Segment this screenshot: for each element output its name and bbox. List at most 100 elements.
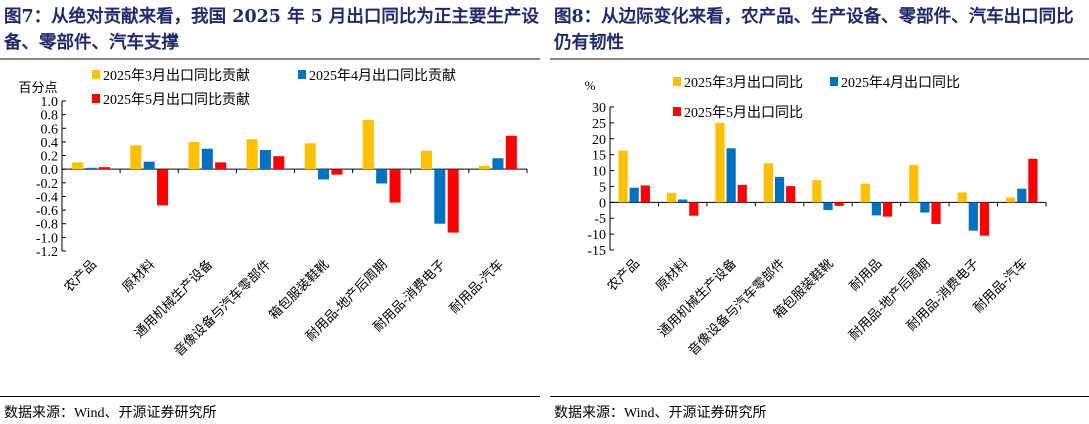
bar-5-4 xyxy=(331,169,343,175)
x-tick-label: 音像设备与汽车零部件 xyxy=(685,256,788,359)
legend-label: 2025年3月出口同比贡献 xyxy=(103,68,250,84)
y-tick-label: -0.4 xyxy=(36,190,58,205)
bar-3-7 xyxy=(479,165,491,170)
bar-5-0 xyxy=(98,167,110,170)
bar-5-4 xyxy=(834,202,844,206)
chart-7: 1.00.80.60.40.20.0-0.2-0.4-0.6-0.8-1.0-1… xyxy=(18,68,528,360)
bar-4-1 xyxy=(143,161,155,170)
y-tick-label: 1.0 xyxy=(41,95,59,110)
legend-label: 2025年3月出口同比 xyxy=(684,75,803,91)
bar-3-7 xyxy=(957,192,967,203)
bar-3-5 xyxy=(362,120,374,170)
bar-5-6 xyxy=(931,202,941,224)
y-tick-label: 5 xyxy=(599,180,606,195)
chart-title: 图8：从边际变化来看，农产品、生产设备、零部件、汽车出口同比仍有韧性 xyxy=(554,7,1074,53)
legend-swatch xyxy=(673,107,681,116)
bar-5-2 xyxy=(737,184,747,203)
chart-title: 图7：从绝对贡献来看，我国 2025 年 5 月出口同比为正主要生产设备、零部件… xyxy=(4,7,539,53)
bar-5-1 xyxy=(157,169,169,206)
bar-4-2 xyxy=(201,148,213,170)
y-tick-label: 0.2 xyxy=(41,150,59,165)
bar-4-2 xyxy=(726,148,736,203)
bar-4-0 xyxy=(629,187,639,203)
divider xyxy=(550,396,1089,397)
y-tick-label: 0.8 xyxy=(41,109,59,124)
y-tick-label: 20 xyxy=(592,133,606,148)
bar-4-4 xyxy=(823,202,833,210)
y-axis-title: 百分点 xyxy=(18,80,57,95)
bar-3-0 xyxy=(72,162,84,170)
bar-5-5 xyxy=(389,169,401,203)
bar-4-5 xyxy=(871,202,882,216)
legend-swatch xyxy=(673,77,681,86)
bar-5-3 xyxy=(273,156,285,170)
x-tick-label: 原材料 xyxy=(653,256,691,294)
bar-4-7 xyxy=(968,202,978,231)
bar-3-1 xyxy=(130,145,142,170)
bar-3-8 xyxy=(1006,197,1016,203)
figure-7: 图7：从绝对贡献来看，我国 2025 年 5 月出口同比为正主要生产设备、零部件… xyxy=(0,0,540,424)
x-tick-label: 耐用品 xyxy=(846,256,884,294)
bar-3-1 xyxy=(666,192,677,203)
x-tick-label: 箱包服装鞋靴 xyxy=(266,257,332,323)
legend-label: 2025年5月出口同比贡献 xyxy=(103,92,250,108)
bar-3-2 xyxy=(188,141,200,170)
x-tick-label: 耐用品-地产后周期 xyxy=(846,256,933,343)
bar-4-3 xyxy=(774,176,785,203)
y-tick-label: 25 xyxy=(592,117,606,132)
bar-3-3 xyxy=(763,163,774,203)
y-tick-label: -1.0 xyxy=(36,231,58,246)
legend-label: 2025年4月出口同比 xyxy=(841,75,960,91)
legend-swatch xyxy=(830,77,838,86)
bar-4-6 xyxy=(920,202,930,213)
legend-swatch xyxy=(298,70,306,79)
bar-3-6 xyxy=(909,164,919,203)
y-tick-label: 30 xyxy=(592,101,606,116)
divider xyxy=(0,396,540,397)
bar-4-3 xyxy=(259,150,271,170)
y-tick-label: 10 xyxy=(592,165,606,180)
bar-4-4 xyxy=(318,169,330,180)
bar-3-3 xyxy=(246,139,258,170)
y-axis-title: % xyxy=(585,78,596,93)
y-tick-label: -0.8 xyxy=(36,218,58,233)
y-tick-label: -15 xyxy=(587,244,606,259)
legend-swatch xyxy=(92,70,100,79)
y-tick-label: -0.6 xyxy=(36,204,58,219)
y-tick-label: 0.0 xyxy=(41,163,59,178)
bar-5-5 xyxy=(882,202,893,217)
y-tick-label: 0.4 xyxy=(41,136,59,151)
bar-3-2 xyxy=(715,122,725,203)
source-note: 数据来源：Wind、开源证券研究所 xyxy=(554,406,767,421)
bar-4-7 xyxy=(492,158,504,170)
x-tick-label: 音像设备与汽车零部件 xyxy=(171,257,274,360)
bar-3-0 xyxy=(618,150,628,203)
bar-5-3 xyxy=(786,186,796,203)
y-tick-label: 0 xyxy=(599,196,606,211)
bar-4-1 xyxy=(678,199,688,203)
bar-3-4 xyxy=(812,180,822,203)
y-tick-label: 15 xyxy=(592,149,606,164)
bar-5-0 xyxy=(640,185,650,203)
x-tick-label: 原材料 xyxy=(119,257,157,295)
bar-4-5 xyxy=(376,169,388,184)
legend-swatch xyxy=(92,94,100,103)
bar-4-8 xyxy=(1017,188,1027,203)
y-tick-label: -0.2 xyxy=(36,177,58,192)
bar-5-2 xyxy=(215,162,227,170)
legend-label: 2025年5月出口同比 xyxy=(684,105,803,121)
divider xyxy=(550,58,1089,60)
y-tick-label: 0.6 xyxy=(41,122,59,137)
y-tick-label: -10 xyxy=(587,228,606,243)
legend-label: 2025年4月出口同比贡献 xyxy=(309,68,456,84)
bar-3-5 xyxy=(860,183,870,203)
x-tick-label: 耐用品-汽车 xyxy=(446,257,506,317)
x-tick-label: 农产品 xyxy=(604,256,642,294)
bar-5-8 xyxy=(1028,158,1038,203)
y-tick-label: -5 xyxy=(594,212,606,227)
bar-4-0 xyxy=(85,167,97,170)
y-tick-label: -1.2 xyxy=(36,245,58,260)
x-tick-label: 农产品 xyxy=(61,257,99,295)
bar-5-6 xyxy=(447,169,459,233)
